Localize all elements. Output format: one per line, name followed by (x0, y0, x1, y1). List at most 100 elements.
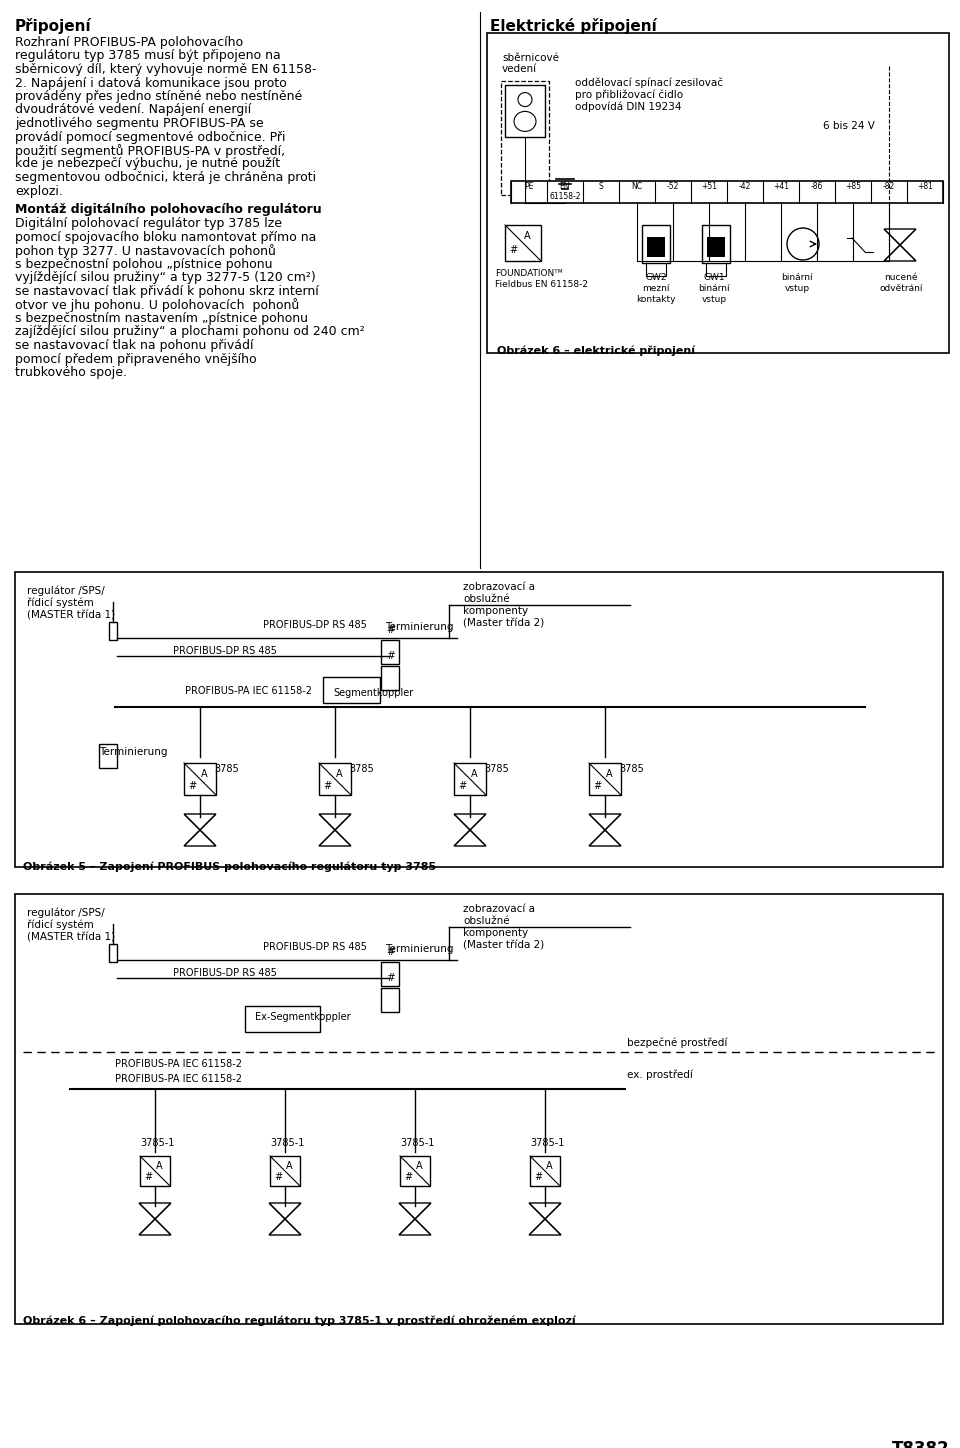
Polygon shape (139, 1219, 171, 1235)
Bar (487, 33, 949, 353)
Circle shape (787, 227, 819, 261)
Polygon shape (269, 1203, 301, 1219)
Text: zobrazovací a: zobrazovací a (463, 904, 535, 914)
Bar (501, 81, 549, 195)
Text: vyjíždějící silou pružiny“ a typ 3277-5 (120 cm²): vyjíždějící silou pružiny“ a typ 3277-5 … (15, 272, 316, 284)
Bar (530, 1156, 560, 1186)
Polygon shape (139, 1203, 171, 1219)
Text: S: S (599, 182, 604, 191)
Text: prováděny přes jedno stíněné nebo nestíněné: prováděny přes jedno stíněné nebo nestín… (15, 90, 302, 103)
Ellipse shape (514, 111, 536, 132)
Text: (Master třída 2): (Master třída 2) (463, 940, 544, 950)
Text: EN
61158-2: EN 61158-2 (549, 182, 581, 201)
Text: řídicí systém: řídicí systém (27, 919, 94, 931)
Text: +85: +85 (845, 182, 861, 191)
Text: -52: -52 (667, 182, 679, 191)
Text: zajíždějící silou pružiny“ a plochami pohonu od 240 cm²: zajíždějící silou pružiny“ a plochami po… (15, 326, 365, 339)
Text: Montáž digitálního polohovacího regulátoru: Montáž digitálního polohovacího reguláto… (15, 203, 322, 216)
Bar (99, 744, 117, 767)
Text: A: A (545, 1161, 552, 1171)
Text: pomocí předem připraveného vnějšího: pomocí předem připraveného vnějšího (15, 352, 256, 365)
Text: Digitální polohovací regulátor typ 3785 lze: Digitální polohovací regulátor typ 3785 … (15, 217, 282, 230)
Text: PROFIBUS-DP RS 485: PROFIBUS-DP RS 485 (173, 969, 276, 977)
Text: PROFIBUS-DP RS 485: PROFIBUS-DP RS 485 (263, 943, 367, 951)
Text: použití segmentů PROFIBUS-PA v prostředí,: použití segmentů PROFIBUS-PA v prostředí… (15, 143, 285, 158)
Text: PROFIBUS-PA IEC 61158-2: PROFIBUS-PA IEC 61158-2 (115, 1074, 242, 1085)
Text: obslužné: obslužné (463, 917, 510, 927)
Text: ex. prostředí: ex. prostředí (627, 1069, 693, 1080)
Text: odpovídá DIN 19234: odpovídá DIN 19234 (575, 101, 682, 111)
Text: 3785-1: 3785-1 (140, 1138, 175, 1148)
Text: A: A (524, 232, 530, 242)
Polygon shape (884, 245, 916, 261)
Bar (381, 666, 399, 691)
Text: #: # (386, 626, 395, 636)
Bar (505, 85, 545, 138)
Bar (140, 1156, 170, 1186)
Bar (15, 572, 943, 867)
Text: sběrnicové: sběrnicové (502, 54, 559, 64)
Text: oddělovací spínací zesilovač: oddělovací spínací zesilovač (575, 77, 723, 87)
Text: trubkového spoje.: trubkového spoje. (15, 366, 127, 379)
Text: NC: NC (632, 182, 642, 191)
Text: 3785: 3785 (349, 765, 373, 775)
Text: PROFIBUS-PA IEC 61158-2: PROFIBUS-PA IEC 61158-2 (115, 1058, 242, 1069)
Text: obslužné: obslužné (463, 594, 510, 604)
Polygon shape (884, 229, 916, 245)
Text: komponenty: komponenty (463, 607, 528, 615)
Text: -86: -86 (811, 182, 823, 191)
Text: T8382: T8382 (893, 1439, 950, 1448)
Text: 3785-1: 3785-1 (400, 1138, 434, 1148)
Text: +81: +81 (917, 182, 933, 191)
Polygon shape (589, 814, 621, 830)
Bar (642, 224, 670, 264)
Text: PE: PE (524, 182, 534, 191)
Text: 3785: 3785 (619, 765, 644, 775)
Polygon shape (454, 830, 486, 846)
Text: #: # (509, 245, 517, 255)
Text: jednotlivého segmentu PROFIBUS-PA se: jednotlivého segmentu PROFIBUS-PA se (15, 117, 264, 130)
Circle shape (518, 93, 532, 107)
Text: A: A (201, 769, 207, 779)
Text: A: A (416, 1161, 422, 1171)
Text: se nastavovací tlak přivádí k pohonu skrz interní: se nastavovací tlak přivádí k pohonu skr… (15, 285, 319, 298)
Text: Obrázek 6 – Zapojení polohovacího regulátoru typ 3785-1 v prostředí ohroženém ex: Obrázek 6 – Zapojení polohovacího regulá… (23, 1316, 576, 1326)
Text: A: A (286, 1161, 292, 1171)
Text: #: # (458, 780, 467, 791)
Text: 3785: 3785 (484, 765, 509, 775)
Text: se nastavovací tlak na pohonu přivádí: se nastavovací tlak na pohonu přivádí (15, 339, 253, 352)
Bar (319, 763, 351, 795)
Text: A: A (606, 769, 612, 779)
Text: kde je nebezpečí výbuchu, je nutné použít: kde je nebezpečí výbuchu, je nutné použí… (15, 158, 280, 171)
Text: Obrázek 6 – elektrické připojení: Obrázek 6 – elektrické připojení (497, 345, 695, 356)
Bar (270, 1156, 300, 1186)
Polygon shape (184, 830, 216, 846)
Text: Připojení: Připojení (15, 17, 91, 33)
Text: 6 bis 24 V: 6 bis 24 V (823, 122, 875, 130)
Text: Elektrické připojení: Elektrické připojení (490, 17, 657, 33)
Text: (Master třída 2): (Master třída 2) (463, 618, 544, 628)
Text: PROFIBUS-DP RS 485: PROFIBUS-DP RS 485 (173, 646, 276, 656)
Bar (400, 1156, 430, 1186)
Text: #: # (323, 780, 331, 791)
Bar (184, 763, 216, 795)
Text: s bezpečnostní polohou „pístnice pohonu: s bezpečnostní polohou „pístnice pohonu (15, 258, 273, 271)
Bar (109, 623, 117, 640)
Text: binární
vstup: binární vstup (781, 274, 812, 292)
Bar (647, 237, 665, 256)
Text: s bezpečnostním nastavením „pístnice pohonu: s bezpečnostním nastavením „pístnice poh… (15, 311, 308, 324)
Polygon shape (454, 814, 486, 830)
Text: pomocí spojovacího bloku namontovat přímo na: pomocí spojovacího bloku namontovat přím… (15, 232, 317, 245)
Text: 2. Napájení i datová komunikace jsou proto: 2. Napájení i datová komunikace jsou pro… (15, 77, 287, 90)
Text: +51: +51 (701, 182, 717, 191)
Text: provádí pomocí segmentové odbočnice. Při: provádí pomocí segmentové odbočnice. Při (15, 130, 285, 143)
Polygon shape (399, 1219, 431, 1235)
Text: Terminierung: Terminierung (385, 623, 453, 631)
Polygon shape (319, 830, 351, 846)
Text: (MASTER třída 1): (MASTER třída 1) (27, 933, 115, 943)
Text: 3785-1: 3785-1 (270, 1138, 304, 1148)
Text: GW2
mezní
kontakty: GW2 mezní kontakty (636, 274, 676, 304)
Text: A: A (336, 769, 343, 779)
Text: PROFIBUS-PA IEC 61158-2: PROFIBUS-PA IEC 61158-2 (185, 686, 312, 696)
Text: 3785-1: 3785-1 (530, 1138, 564, 1148)
